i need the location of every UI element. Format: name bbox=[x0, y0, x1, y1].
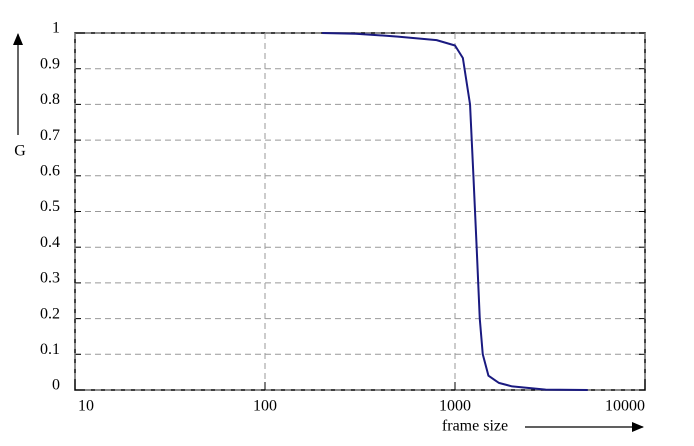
y-tick-label: 0.6 bbox=[40, 162, 60, 179]
y-tick-label: 0.8 bbox=[40, 91, 60, 108]
y-tick-label: 0.4 bbox=[40, 234, 60, 251]
y-axis-label: G bbox=[14, 143, 26, 160]
y-tick-label: 0 bbox=[52, 377, 60, 394]
y-tick-label: 0.3 bbox=[40, 270, 60, 287]
data-line bbox=[322, 32, 588, 391]
y-tick-label: 0.2 bbox=[40, 305, 60, 322]
x-axis-label: frame size bbox=[442, 418, 508, 435]
x-tick-label: 10 bbox=[78, 398, 94, 415]
y-tick-label: 0.7 bbox=[40, 127, 60, 144]
x-tick-label: 10000 bbox=[605, 398, 645, 415]
y-tick-label: 0.9 bbox=[40, 55, 60, 72]
y-tick-label: 1 bbox=[52, 20, 60, 37]
y-tick-label: 0.1 bbox=[40, 341, 60, 358]
x-tick-label: 100 bbox=[253, 398, 277, 415]
y-tick-label: 0.5 bbox=[40, 198, 60, 215]
x-tick-label: 1000 bbox=[439, 398, 471, 415]
